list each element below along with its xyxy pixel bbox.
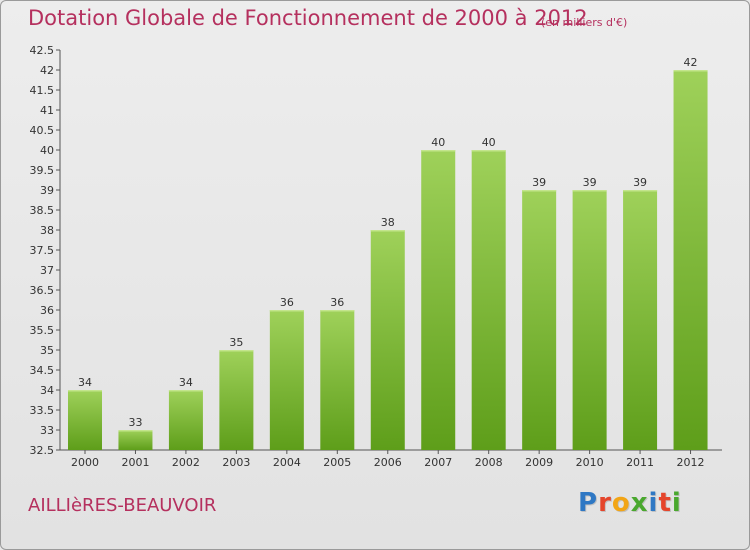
y-tick-label: 37.5 [30,244,55,257]
bar-top-edge [118,430,153,432]
bar [522,190,557,450]
bar-top-edge [320,310,355,312]
data-label: 35 [229,336,243,349]
x-tick-label: 2003 [222,456,250,469]
x-tick-label: 2002 [172,456,200,469]
data-label: 42 [684,56,698,69]
logo-letter: P [578,488,599,518]
y-tick-label: 38 [40,224,54,237]
y-tick-label: 33.5 [30,404,55,417]
bar [219,350,254,450]
bar [471,150,506,450]
logo-letter: r [598,488,612,518]
logo-letter: o [611,488,631,518]
y-tick-label: 33 [40,424,54,437]
x-tick-label: 2009 [525,456,553,469]
y-tick-label: 36.5 [30,284,55,297]
logo-letter: i [648,488,659,518]
y-tick-label: 32.5 [30,444,55,457]
y-tick-label: 37 [40,264,54,277]
data-label: 34 [179,376,193,389]
data-label: 34 [78,376,92,389]
x-tick-label: 2004 [273,456,301,469]
x-tick-label: 2008 [475,456,503,469]
y-tick-label: 38.5 [30,204,55,217]
x-tick-label: 2001 [121,456,149,469]
bar [168,390,203,450]
bar-top-edge [623,190,658,192]
bar [370,230,405,450]
logo-letter: x [630,488,649,518]
bar [623,190,658,450]
data-label: 36 [330,296,344,309]
x-tick-label: 2010 [576,456,604,469]
y-tick-label: 34.5 [30,364,55,377]
data-label: 39 [583,176,597,189]
data-label: 39 [633,176,647,189]
logo-letter: i [671,488,682,518]
x-tick-label: 2006 [374,456,402,469]
bar-top-edge [421,150,456,152]
y-tick-label: 34 [40,384,54,397]
y-tick-label: 41 [40,104,54,117]
x-tick-label: 2007 [424,456,452,469]
bar [118,430,153,450]
commune-name: AILLIèRES-BEAUVOIR [28,495,217,516]
chart-title: Dotation Globale de Fonctionnement de 20… [28,6,588,30]
x-tick-label: 2000 [71,456,99,469]
bar-top-edge [269,310,304,312]
bar [572,190,607,450]
logo-letter: t [658,488,672,518]
bar-top-edge [68,390,102,392]
x-tick-label: 2012 [677,456,705,469]
y-tick-label: 41.5 [30,84,55,97]
bar-top-edge [168,390,203,392]
y-tick-label: 35.5 [30,324,55,337]
y-tick-label: 36 [40,304,54,317]
x-tick-label: 2005 [323,456,351,469]
bar-top-edge [219,350,254,352]
bar [269,310,304,450]
y-tick-label: 35 [40,344,54,357]
bar [68,390,102,450]
bar-top-edge [370,230,405,232]
bar-top-edge [673,70,708,72]
bar [421,150,456,450]
y-tick-label: 40 [40,144,54,157]
x-tick-label: 2011 [626,456,654,469]
y-tick-label: 42 [40,64,54,77]
bar-top-edge [522,190,557,192]
bar [320,310,355,450]
bar [673,70,708,450]
y-tick-label: 40.5 [30,124,55,137]
data-label: 33 [128,416,142,429]
data-label: 36 [280,296,294,309]
y-tick-label: 42.5 [30,44,55,57]
bar-top-edge [572,190,607,192]
bar-top-edge [471,150,506,152]
data-label: 40 [431,136,445,149]
data-label: 40 [482,136,496,149]
data-label: 38 [381,216,395,229]
y-tick-label: 39.5 [30,164,55,177]
y-tick-label: 39 [40,184,54,197]
data-label: 39 [532,176,546,189]
chart-subtitle: (en milliers d'€) [541,16,628,29]
proxiti-logo: Proxiti [578,488,682,518]
